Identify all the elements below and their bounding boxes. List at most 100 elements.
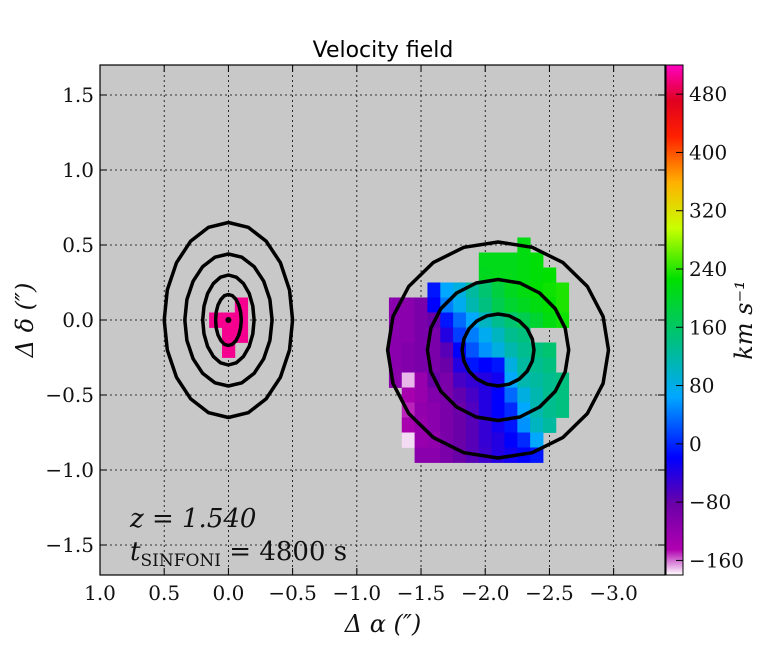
velocity-pixel: [478, 417, 493, 433]
velocity-pixel: [504, 357, 518, 373]
velocity-pixel: [427, 402, 441, 418]
x-tick-label: −0.5: [268, 581, 317, 605]
velocity-pixel: [504, 327, 518, 343]
velocity-pixel: [504, 282, 518, 298]
chart-title: Velocity field: [313, 38, 454, 63]
velocity-pixel: [440, 342, 454, 358]
velocity-pixel: [440, 417, 454, 433]
velocity-pixel: [440, 447, 454, 463]
velocity-pixel: [491, 432, 505, 448]
velocity-pixel: [504, 252, 518, 268]
velocity-pixel: [478, 402, 493, 418]
velocity-pixel: [491, 447, 505, 463]
velocity-pixel: [555, 282, 570, 298]
y-tick-label: 1.5: [62, 83, 94, 107]
velocity-pixel: [530, 387, 544, 403]
velocity-pixel: [414, 372, 428, 388]
velocity-pixel: [504, 432, 518, 448]
velocity-pixel: [478, 387, 493, 403]
velocity-pixel: [427, 297, 441, 313]
velocity-pixel: [440, 372, 454, 388]
velocity-pixel: [453, 387, 467, 403]
velocity-pixel: [478, 357, 493, 373]
y-tick-label: 1.0: [62, 158, 94, 182]
velocity-pixel: [543, 312, 557, 328]
colorbar-ticks: 480 400 320 240 160 80 0 −80 −160: [676, 82, 744, 572]
velocity-pixel: [401, 342, 416, 358]
velocity-pixel: [401, 432, 416, 448]
velocity-pixel: [440, 327, 454, 343]
flux-contour-right: [385, 240, 611, 460]
velocity-pixel: [414, 432, 428, 448]
colorbar-tick-label: 240: [689, 257, 727, 281]
y-axis-label: Δ δ (″): [11, 283, 39, 359]
colorbar-label: km s⁻¹: [730, 280, 758, 360]
velocity-pixel: [517, 342, 531, 358]
velocity-pixel: [491, 282, 505, 298]
velocity-pixel: [478, 342, 493, 358]
velocity-pixel: [478, 282, 493, 298]
velocity-pixel: [517, 267, 531, 283]
velocity-pixel: [401, 327, 416, 343]
velocity-pixel: [414, 447, 428, 463]
y-tick-label: −1.5: [45, 533, 94, 557]
velocity-pixel: [401, 297, 416, 313]
velocity-pixel: [530, 372, 544, 388]
velocity-pixel: [504, 387, 518, 403]
colorbar-tick-label: 400: [689, 140, 727, 164]
velocity-pixel: [517, 297, 531, 313]
velocity-pixel: [465, 432, 480, 448]
velocity-pixel: [401, 417, 416, 433]
colorbar-tick-label: 80: [689, 374, 714, 398]
velocity-pixel: [543, 357, 557, 373]
flux-contour-left: [162, 220, 295, 420]
colorbar: [665, 64, 684, 576]
velocity-pixel: [440, 402, 454, 418]
velocity-pixel: [555, 297, 570, 313]
y-tick-label: 0.0: [62, 308, 94, 332]
velocity-pixel: [465, 342, 480, 358]
exposure-symbol: t: [130, 537, 141, 567]
exposure-subscript: SINFONI: [140, 551, 221, 571]
colorbar-tick-label: 320: [689, 199, 727, 223]
x-tick-label: 0.5: [148, 581, 180, 605]
velocity-pixel: [427, 282, 441, 298]
velocity-pixel: [453, 372, 467, 388]
x-tick-label: −2.0: [461, 581, 510, 605]
velocity-pixel: [543, 417, 557, 433]
velocity-pixel: [543, 372, 557, 388]
flux-contour-left: [200, 273, 256, 367]
x-tick-label: −2.5: [525, 581, 574, 605]
velocity-pixel: [543, 282, 557, 298]
velocity-pixel: [543, 402, 557, 418]
velocity-pixel: [491, 357, 505, 373]
velocity-pixel: [401, 387, 416, 403]
colorbar-tick-label: −160: [689, 548, 744, 572]
velocity-pixel: [221, 327, 236, 343]
x-axis-label: Δ α (″): [344, 610, 422, 638]
velocity-pixel: [453, 432, 467, 448]
colorbar-tick-label: 0: [689, 432, 702, 456]
colorbar-tick-label: −80: [689, 490, 731, 514]
velocity-pixel: [388, 342, 403, 358]
velocity-pixel: [427, 342, 441, 358]
velocity-pixel: [414, 387, 428, 403]
velocity-pixel: [491, 312, 505, 328]
velocity-pixel: [530, 297, 544, 313]
velocity-pixel: [504, 297, 518, 313]
velocity-pixel: [491, 252, 505, 268]
velocity-pixel: [504, 417, 518, 433]
exposure-annotation: tSINFONI = 4800 s: [130, 537, 347, 571]
velocity-pixel: [414, 357, 428, 373]
velocity-pixel: [478, 432, 493, 448]
x-tick-label: −3.0: [589, 581, 638, 605]
velocity-pixel: [530, 417, 544, 433]
velocity-pixel: [414, 327, 428, 343]
velocity-pixel: [453, 297, 467, 313]
velocity-pixel: [491, 327, 505, 343]
x-axis-ticks: 1.0 0.5 0.0 −0.5 −1.0 −1.5 −2.0 −2.5 −3.0: [84, 65, 638, 605]
velocity-pixel: [517, 387, 531, 403]
velocity-pixel: [465, 417, 480, 433]
y-tick-label: 0.5: [62, 233, 94, 257]
velocity-pixel: [555, 387, 570, 403]
